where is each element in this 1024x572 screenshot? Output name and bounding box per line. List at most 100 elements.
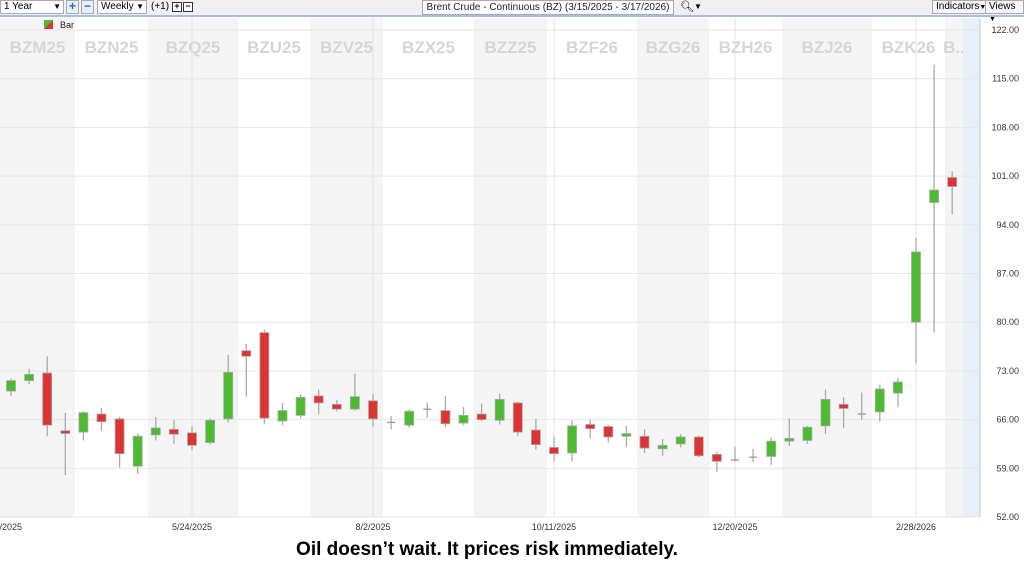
views-button[interactable]: Views ▼ [985, 0, 1024, 23]
contract-label: BZM25 [10, 38, 66, 57]
y-tick-label: 87.00 [996, 269, 1019, 279]
candle [295, 394, 306, 419]
candle [784, 418, 795, 447]
interval-select[interactable]: Weekly ▼ [97, 0, 147, 14]
contract-band [872, 18, 945, 517]
contract-label: BZJ26 [801, 38, 852, 57]
y-tick-label: 66.00 [996, 415, 1019, 425]
contract-label: BZX25 [402, 38, 455, 57]
contract-band [0, 18, 75, 517]
candle-body [657, 444, 668, 450]
candle-body [187, 432, 197, 446]
zoom-in-button[interactable]: + [66, 0, 79, 14]
candle [929, 64, 939, 333]
candle [476, 403, 487, 421]
candle-body [277, 410, 288, 422]
candle [387, 416, 396, 430]
candle-body [313, 395, 324, 404]
candle-body [24, 373, 35, 382]
caption: Oil doesn’t wait. It prices risk immedia… [296, 539, 678, 560]
candle [603, 425, 614, 443]
indicators-button[interactable]: Indicators▼ [932, 0, 991, 14]
caret-down-icon[interactable]: ▼ [694, 2, 702, 11]
candle-body [150, 427, 161, 436]
legend-swatch [44, 20, 53, 29]
candle-body [712, 453, 722, 462]
contract-label: BZH26 [719, 38, 773, 57]
candle [621, 425, 632, 447]
candle [423, 402, 432, 418]
indicators-label: Indicators [936, 1, 980, 12]
candle-body [802, 426, 813, 441]
contract-label: BZU25 [247, 38, 301, 57]
candle-body [929, 189, 939, 203]
magnifier-icon[interactable]: 🔍︎ [680, 1, 694, 13]
candle [512, 401, 523, 437]
contract-band [310, 18, 383, 517]
candle-body [603, 426, 614, 438]
candlestick-chart[interactable]: BZM25 BZN25 BZQ25 BZU25 BZV25 BZX25 BZZ25 BZF26… [0, 17, 1024, 537]
candle-body [114, 418, 125, 455]
candle [96, 407, 107, 431]
candle-body [838, 403, 849, 409]
candle [313, 389, 324, 415]
candle [440, 395, 451, 428]
y-tick-label: 80.00 [996, 317, 1019, 327]
candle-body [675, 436, 686, 445]
x-tick-label: 10/11/2025 [532, 522, 576, 532]
candle [78, 411, 89, 441]
candle-body [295, 396, 306, 416]
candle [241, 343, 252, 397]
zoom-out-button[interactable]: − [81, 0, 94, 14]
candle [205, 418, 216, 445]
candle [893, 377, 903, 408]
contract-band [709, 18, 782, 517]
candle-body [512, 402, 523, 433]
y-tick-label: 101.00 [991, 171, 1019, 181]
contract-label: BZG26 [646, 38, 701, 57]
candle [857, 392, 866, 420]
candle [458, 407, 469, 426]
candle [531, 418, 541, 450]
offset-label: (+1) [151, 1, 170, 12]
chart-toolbar: 1 Year ▼ + − Weekly ▼ (+1) + − Brent Crude… [0, 0, 1024, 23]
contract-label: BZZ25 [485, 38, 537, 57]
offset-plus-button[interactable]: + [172, 2, 182, 12]
contract-label: BZQ25 [166, 38, 221, 57]
candle-body [476, 413, 487, 420]
candle [766, 437, 777, 465]
candle-body [349, 396, 360, 410]
candle-body [331, 403, 342, 410]
candle-body [874, 388, 885, 413]
candle-body [549, 447, 559, 455]
future-area [963, 18, 980, 517]
candle-body [259, 332, 270, 419]
chart-title: Brent Crude - Continuous (BZ) (3/15/2025… [422, 0, 674, 15]
range-select[interactable]: 1 Year ▼ [0, 0, 64, 14]
contract-band [383, 18, 474, 517]
candle [567, 420, 577, 462]
x-tick-label: 12/20/2025 [712, 522, 757, 532]
candle [60, 412, 71, 476]
candle [494, 393, 505, 425]
candle-body [911, 251, 921, 323]
candle-body [223, 371, 234, 420]
candle [911, 238, 921, 364]
candle [802, 425, 813, 444]
candle [657, 439, 668, 456]
candle-body [96, 413, 107, 423]
candle [349, 373, 360, 411]
offset-minus-button[interactable]: − [183, 2, 193, 12]
candle-body [893, 381, 903, 394]
x-tick-label: 3/15/2025 [0, 522, 22, 532]
contract-label: BZN25 [85, 38, 139, 57]
candle [168, 420, 179, 444]
y-tick-label: 73.00 [996, 366, 1019, 376]
candle [874, 384, 885, 422]
y-tick-label: 94.00 [996, 220, 1019, 230]
contract-label: BZV25 [320, 38, 373, 57]
x-tick-label: 5/24/2025 [172, 522, 212, 532]
candle-body [404, 410, 415, 426]
range-value: 1 Year [4, 1, 33, 12]
candle [24, 368, 35, 385]
